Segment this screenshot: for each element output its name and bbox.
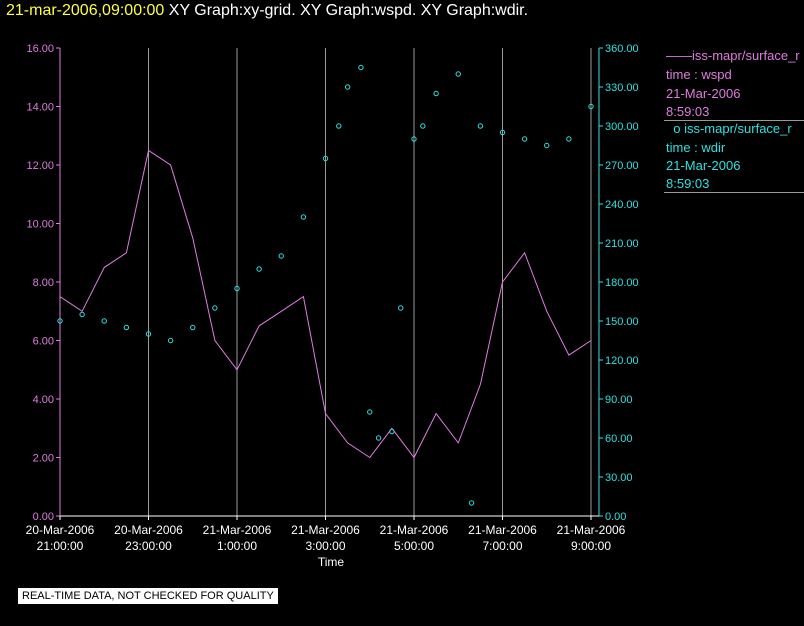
legend-wdir-series: o iss-mapr/surface_r [666,121,792,136]
right-tick-label-9: 270.00 [605,160,639,172]
left-tick-label-0: 0.00 [33,511,54,523]
series-wspd-line [59,149,592,459]
left-tick-label-3: 6.00 [33,336,54,348]
left-tick-label-4: 8.00 [33,277,54,289]
series-wdir-point-17 [375,435,382,441]
x-axis-label: Time [318,555,345,569]
x-tick-time-2: 1:00:00 [217,539,257,553]
series-wdir-point-7 [212,305,218,311]
series-wdir-point-30 [588,103,594,110]
right-tick-label-8: 240.00 [605,199,639,211]
left-tick-label-5: 10.00 [26,219,54,231]
series-wdir-point-25 [477,123,484,129]
x-tick-date-3: 21-Mar-2006 [291,523,360,537]
x-tick-time-4: 5:00:00 [394,539,434,553]
right-tick-label-5: 150.00 [605,316,639,328]
legend-wdir-date: 21-Mar-2006 [666,158,741,173]
right-tick-label-4: 120.00 [605,355,639,367]
left-tick-label-1: 2.00 [33,453,54,465]
x-tick-time-3: 3:00:00 [305,539,345,553]
series-wdir-point-23 [455,71,461,77]
series-wdir-point-14 [344,84,351,90]
series-wdir-point-28 [544,142,550,149]
series-wdir-point-16 [367,409,373,415]
left-tick-label-2: 4.00 [33,394,54,406]
axes [59,48,600,517]
right-tick-label-2: 60.00 [605,433,633,445]
series-wdir-point-21 [420,123,426,129]
legend-wspd-series: ——iss-mapr/surface_r [666,48,800,63]
series-wdir-point-8 [234,285,240,292]
right-tick-label-7: 210.00 [605,238,639,250]
legend-wspd-line-sample: —— [666,48,692,63]
legend-wspd-variable: time : wspd [666,67,732,82]
series-wdir-point-29 [566,136,572,142]
x-tick-date-1: 20-Mar-2006 [114,523,183,537]
x-tick-time-6: 9:00:00 [571,539,611,553]
right-tick-label-3: 90.00 [605,394,633,406]
title-bar: 21-mar-2006,09:00:00 XY Graph:xy-grid. X… [6,2,528,20]
right-tick-label-11: 330.00 [605,82,639,94]
right-tick-label-12: 360.00 [605,43,639,55]
series-wdir-point-18 [389,428,395,435]
grid-lines [59,48,592,516]
x-tick-time-0: 21:00:00 [37,539,84,553]
right-tick-label-10: 300.00 [605,121,639,133]
x-tick-time-5: 7:00:00 [482,539,522,553]
series-wdir-point-11 [300,214,307,220]
series-wdir-point-6 [190,324,196,331]
series-wdir-point-2 [101,318,107,324]
series-wdir-point-0 [57,318,63,324]
series-wdir-point-24 [468,500,475,506]
legend-wspd-name: iss-mapr/surface_r [692,48,800,63]
right-tick-label-6: 180.00 [605,277,639,289]
xy-chart: 0.00 2.00 4.00 6.00 8.00 10.00 12.00 14.00 16.00… [26,43,639,569]
series-wdir-point-19 [398,305,404,311]
quality-notice: REAL-TIME DATA, NOT CHECKED FOR QUALITY [18,588,278,604]
legend-wdir-time: 8:59:03 [666,176,710,191]
x-tick-date-6: 21-Mar-2006 [557,523,626,537]
series-wdir-point-9 [256,266,262,272]
tick-labels: 0.00 2.00 4.00 6.00 8.00 10.00 12.00 14.00 16.00… [26,43,639,553]
series-wdir-point-20 [411,136,417,142]
title-date: 21-mar-2006,09:00:00 [6,2,165,19]
series-wdir-point-27 [521,136,528,142]
left-tick-label-7: 14.00 [26,102,54,114]
series-layer [57,64,594,506]
legend-wspd-date: 21-Mar-2006 [666,86,741,101]
left-tick-label-6: 12.00 [26,160,54,172]
legend-wspd-time: 8:59:03 [666,104,710,119]
x-tick-date-2: 21-Mar-2006 [203,523,272,537]
x-tick-date-0: 20-Mar-2006 [26,523,95,537]
series-wdir-point-4 [145,331,152,337]
series-wdir-point-15 [358,64,364,71]
legend-wdir-marker: o [666,121,685,136]
right-tick-label-1: 30.00 [605,472,633,484]
series-wdir-point-12 [322,155,329,162]
series-wdir-point-3 [123,324,130,331]
series-wdir-point-22 [433,90,439,97]
left-tick-label-8: 16.00 [26,43,54,55]
series-wdir-point-26 [499,129,506,136]
right-tick-label-0: 0.00 [605,511,626,523]
x-tick-date-5: 21-Mar-2006 [468,523,537,537]
title-graphs: XY Graph:xy-grid. XY Graph:wspd. XY Grap… [168,2,529,19]
legend-separator-bottom [664,192,804,193]
legend-separator [664,120,804,121]
series-wdir-point-10 [278,253,284,259]
x-tick-date-4: 21-Mar-2006 [380,523,449,537]
legend-wdir-variable: time : wdir [666,140,726,155]
series-wdir-point-5 [167,337,174,344]
legend-wdir-name: iss-mapr/surface_r [684,121,792,136]
x-tick-time-1: 23:00:00 [125,539,172,553]
series-wdir-point-13 [336,123,342,129]
series-wdir-point-1 [79,311,85,318]
